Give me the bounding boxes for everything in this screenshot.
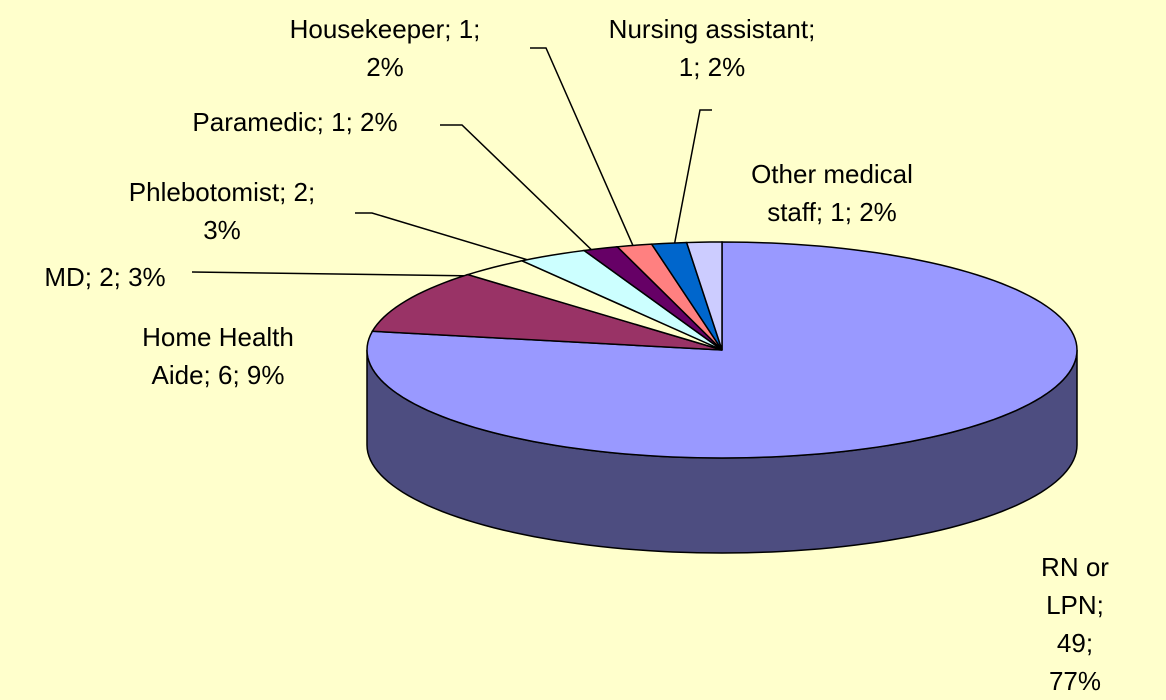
data-label: Paramedic; 1; 2% <box>192 107 398 137</box>
data-label: RN or LPN; 49; 77% <box>1041 552 1109 696</box>
slice <box>465 259 723 351</box>
slice <box>519 249 723 351</box>
leader-line <box>530 47 639 258</box>
chart <box>191 47 1078 554</box>
page: (() => { const data = JSON.parse(documen… <box>44 14 1109 696</box>
slice-tops <box>366 241 1078 459</box>
data-label: MD; 2; 3% <box>44 262 166 292</box>
slice <box>685 241 723 351</box>
leader-line <box>355 212 549 267</box>
data-label: Phlebotomist; 2; 3% <box>128 177 316 245</box>
leader-line <box>191 271 481 277</box>
data-label: Other medical staff; 1; 2% <box>751 159 913 227</box>
data-label: Home Health Aide; 6; 9% <box>142 322 294 390</box>
leader-line <box>440 124 601 259</box>
leader-line <box>671 109 712 258</box>
leader-lines <box>191 47 712 277</box>
data-label: Nursing assistant; 1; 2% <box>608 14 816 82</box>
data-label: Housekeeper; 1; 2% <box>289 14 481 82</box>
slice <box>371 273 723 351</box>
